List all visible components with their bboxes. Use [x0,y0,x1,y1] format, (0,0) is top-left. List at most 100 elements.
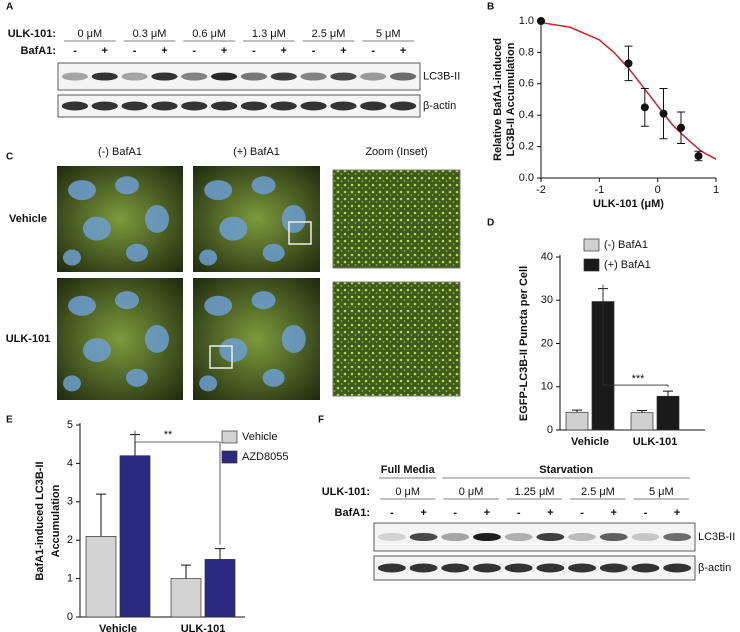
bar [170,578,202,618]
bafa1-sign: + [420,507,426,519]
bafa1-sign: - [133,45,137,57]
bar [630,412,654,431]
row-label: ULK-101 [6,333,51,345]
bafa1-sign: - [312,45,316,57]
band [300,72,327,81]
band [360,101,387,111]
y-tick-label: 0.8 [519,46,534,58]
y-axis-label: Relative BafA1-induced [492,38,504,161]
column-label: (+) BafA1 [233,146,280,158]
error-bar [637,410,647,413]
nucleus [68,295,96,316]
bafa1-sign: + [102,45,108,57]
blot-label: LC3B-II [423,70,460,82]
y-axis-label: EGFP-LC3B-II Puncta per Cell [518,266,530,421]
band [599,533,628,541]
band [330,101,357,111]
nucleus [83,338,111,363]
x-tick-label: Vehicle [571,436,609,448]
bafa1-sign: + [221,45,227,57]
row-label: BafA1: [21,45,56,57]
y-tick-label: 0 [67,611,73,623]
nucleus [126,243,148,262]
band [210,72,238,81]
group-label: Full Media [381,464,436,476]
y-axis-label: Accumulation [50,484,62,557]
nucleus [281,205,306,233]
bafa1-sign: + [611,507,617,519]
band [409,533,438,541]
band [300,101,327,111]
band [473,533,501,541]
band [377,533,406,541]
legend-swatch [221,450,238,464]
bafa1-sign: + [547,507,553,519]
panel-label: C [6,152,13,163]
band [504,533,533,541]
y-tick-label: 30 [541,294,553,306]
band [441,533,470,541]
band [504,563,533,573]
bafa1-sign: - [371,45,375,57]
band [377,563,406,573]
band [536,563,565,573]
group-label: Starvation [539,464,593,476]
row-label: ULK-101: [8,28,56,40]
band [151,72,178,81]
dose-label: 1.25 μM [515,486,555,498]
bafa1-sign: + [400,45,406,57]
bafa1-sign: - [390,507,394,519]
bafa1-sign: - [453,507,457,519]
x-tick-label: -1 [594,184,604,196]
error-bar [215,548,225,560]
bafa1-sign: + [281,45,287,57]
significance: ** [164,429,173,441]
band [389,72,417,81]
dose-label: 5 μM [649,486,674,498]
y-tick-label: 0.4 [519,109,534,121]
legend-swatch [583,258,600,272]
point [694,152,703,161]
dose-label: 2.5 μM [581,486,615,498]
zoom-image [332,281,461,397]
row-label: ULK-101: [322,486,370,498]
blot-label: β-actin [698,562,731,574]
point [659,109,668,118]
nucleus [199,375,218,392]
row-label: Vehicle [9,213,47,225]
significance-bracket [602,284,669,388]
band [330,72,357,81]
band [663,563,692,573]
nucleus [126,368,148,387]
band [389,101,417,111]
y-tick-label: 1.0 [519,15,534,27]
bafa1-sign: - [73,45,77,57]
bafa1-sign: - [644,507,648,519]
bafa1-sign: - [580,507,584,519]
nucleus [115,176,139,195]
band [210,101,238,111]
x-tick-label: 1 [713,184,719,196]
inset-box [209,345,233,369]
bafa1-sign: - [252,45,256,57]
band [61,101,89,111]
y-tick-label: 40 [541,251,553,263]
error-bar [96,493,106,537]
x-tick-label: ULK-101 [181,623,226,632]
x-tick-label: ULK-101 [633,436,678,448]
panel-label: D [487,218,494,229]
panel-label: B [487,2,494,13]
point [537,17,545,25]
band [568,563,596,573]
blot-label: LC3B-II [698,531,735,543]
dose-label: 0 μM [459,486,484,498]
nucleus [262,243,285,262]
legend-label: (-) BafA1 [604,239,648,251]
band [240,101,268,111]
band [240,72,268,81]
dose-label: 5 μM [376,28,401,40]
nucleus [281,325,306,353]
x-tick-label: -2 [536,184,546,196]
x-tick-label: Vehicle [99,623,137,632]
